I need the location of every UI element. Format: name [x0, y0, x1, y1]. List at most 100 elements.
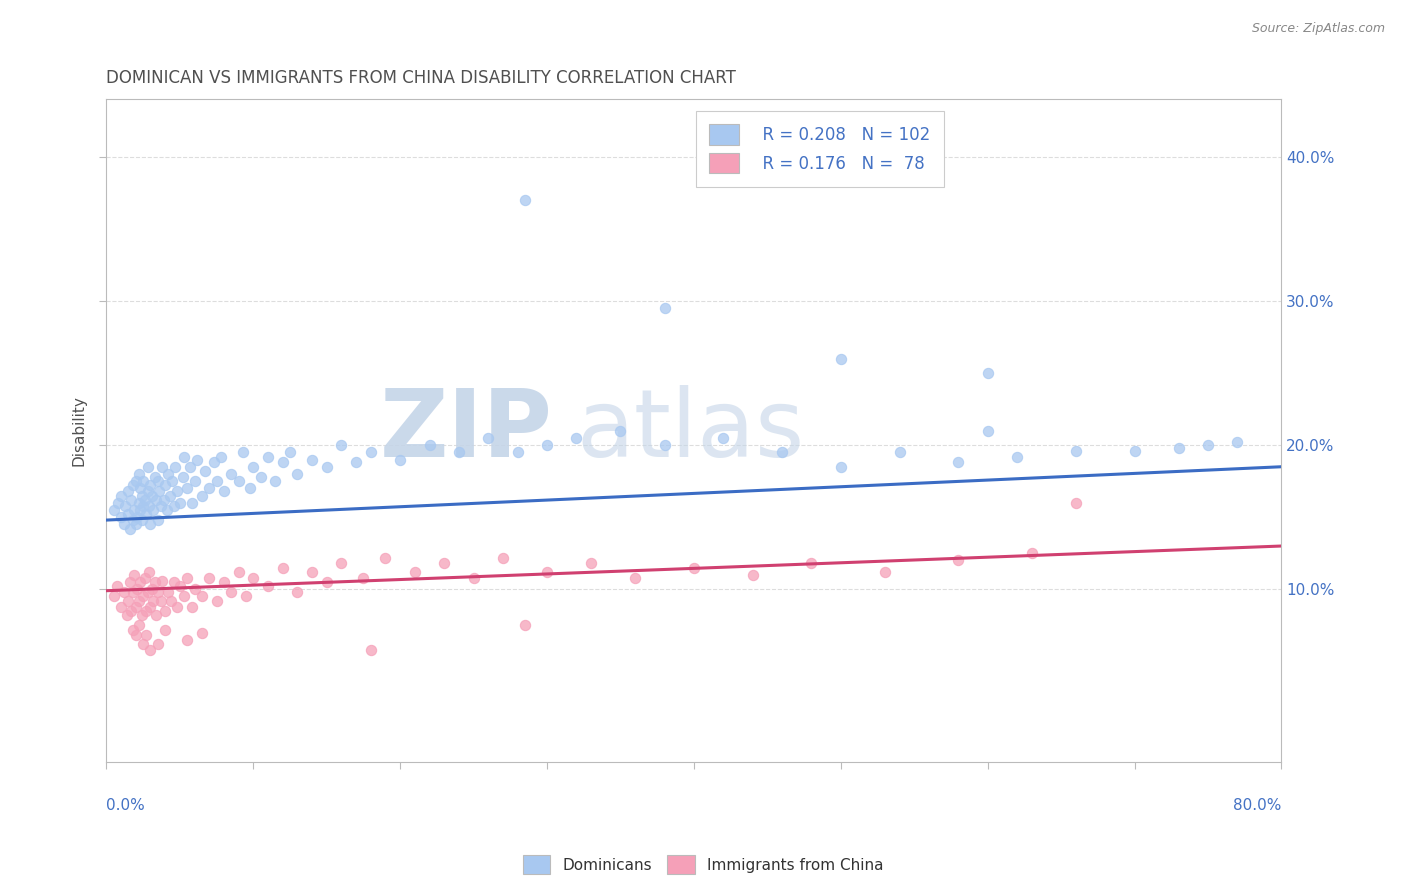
Point: [249, 470, 271, 484]
Point: [315, 459, 337, 474]
Point: [131, 608, 153, 623]
Point: [117, 594, 139, 608]
Point: [830, 351, 852, 366]
Point: [330, 557, 353, 571]
Point: [711, 431, 734, 445]
Point: [1167, 441, 1189, 455]
Point: [506, 445, 529, 459]
Point: [565, 431, 588, 445]
Point: [124, 503, 146, 517]
Point: [976, 366, 998, 380]
Point: [609, 424, 631, 438]
Point: [198, 481, 221, 495]
Point: [301, 565, 323, 579]
Point: [149, 499, 172, 513]
Point: [146, 637, 169, 651]
Point: [125, 517, 148, 532]
Point: [146, 513, 169, 527]
Point: [183, 474, 205, 488]
Point: [118, 522, 141, 536]
Point: [770, 445, 793, 459]
Point: [143, 470, 166, 484]
Point: [830, 459, 852, 474]
Point: [800, 557, 823, 571]
Point: [129, 503, 152, 517]
Point: [127, 510, 149, 524]
Point: [146, 474, 169, 488]
Point: [152, 492, 174, 507]
Point: [257, 450, 280, 464]
Point: [344, 455, 367, 469]
Point: [235, 590, 257, 604]
Point: [112, 517, 135, 532]
Point: [1064, 443, 1087, 458]
Point: [1021, 546, 1043, 560]
Point: [132, 499, 155, 513]
Point: [157, 467, 180, 481]
Point: [132, 590, 155, 604]
Point: [624, 571, 647, 585]
Point: [134, 571, 156, 585]
Point: [191, 489, 214, 503]
Point: [173, 450, 195, 464]
Point: [389, 452, 412, 467]
Point: [948, 455, 970, 469]
Point: [166, 484, 188, 499]
Legend: Dominicans, Immigrants from China: Dominicans, Immigrants from China: [516, 849, 890, 880]
Point: [315, 575, 337, 590]
Point: [155, 503, 177, 517]
Point: [271, 455, 294, 469]
Point: [135, 508, 157, 522]
Point: [232, 445, 254, 459]
Point: [264, 474, 287, 488]
Point: [513, 618, 536, 632]
Point: [128, 467, 150, 481]
Point: [301, 452, 323, 467]
Point: [138, 565, 160, 579]
Point: [148, 484, 170, 499]
Point: [128, 496, 150, 510]
Point: [143, 575, 166, 590]
Point: [110, 510, 132, 524]
Point: [239, 481, 262, 495]
Point: [145, 608, 167, 623]
Legend:   R = 0.208   N = 102,   R = 0.176   N =  78: R = 0.208 N = 102, R = 0.176 N = 78: [696, 111, 943, 186]
Point: [136, 585, 159, 599]
Point: [1226, 435, 1249, 450]
Point: [129, 575, 152, 590]
Point: [278, 445, 301, 459]
Point: [219, 467, 242, 481]
Point: [141, 582, 163, 597]
Text: DOMINICAN VS IMMIGRANTS FROM CHINA DISABILITY CORRELATION CHART: DOMINICAN VS IMMIGRANTS FROM CHINA DISAB…: [107, 69, 737, 87]
Point: [202, 455, 225, 469]
Point: [150, 459, 173, 474]
Point: [142, 503, 165, 517]
Point: [976, 424, 998, 438]
Point: [176, 571, 198, 585]
Point: [180, 496, 202, 510]
Point: [127, 582, 149, 597]
Point: [285, 467, 308, 481]
Point: [118, 575, 141, 590]
Point: [125, 628, 148, 642]
Point: [103, 590, 125, 604]
Point: [103, 503, 125, 517]
Point: [948, 553, 970, 567]
Text: atlas: atlas: [576, 384, 804, 476]
Point: [173, 590, 195, 604]
Y-axis label: Disability: Disability: [72, 395, 86, 467]
Point: [141, 489, 163, 503]
Point: [513, 193, 536, 207]
Point: [205, 594, 228, 608]
Point: [1005, 450, 1028, 464]
Point: [873, 565, 896, 579]
Point: [136, 484, 159, 499]
Point: [132, 637, 155, 651]
Point: [138, 499, 160, 513]
Point: [536, 565, 558, 579]
Point: [131, 489, 153, 503]
Point: [228, 565, 250, 579]
Point: [139, 599, 162, 614]
Point: [117, 484, 139, 499]
Point: [129, 481, 152, 495]
